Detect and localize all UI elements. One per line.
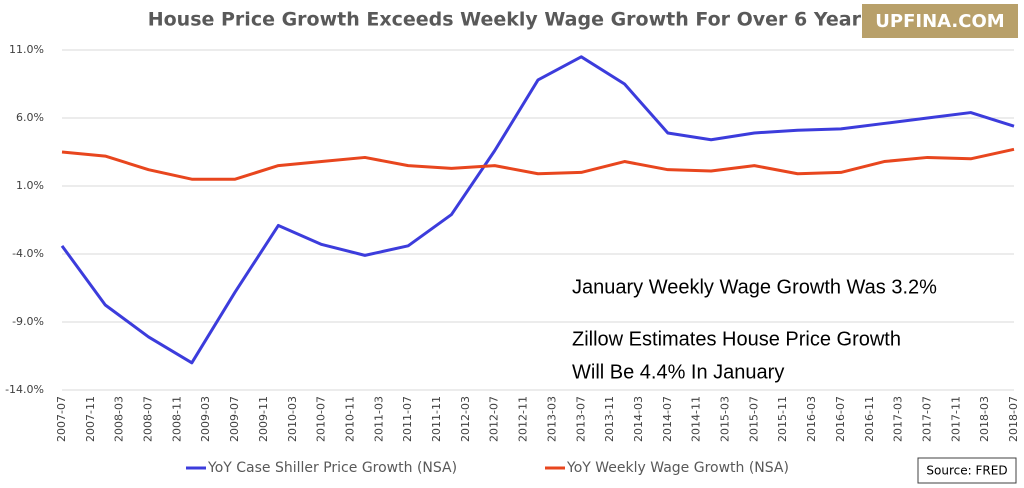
y-tick-label: -9.0%: [12, 315, 44, 328]
chart-title: House Price Growth Exceeds Weekly Wage G…: [148, 9, 873, 31]
y-tick-label: -4.0%: [12, 247, 44, 260]
x-tick-label: 2017-11: [949, 396, 962, 442]
y-tick-label: -14.0%: [5, 383, 44, 396]
x-tick-label: 2010-07: [315, 396, 328, 442]
x-tick-label: 2016-11: [863, 396, 876, 442]
x-tick-label: 2017-07: [920, 396, 933, 442]
x-tick-label: 2010-03: [286, 396, 299, 442]
x-tick-label: 2008-03: [113, 396, 126, 442]
x-tick-label: 2008-11: [170, 396, 183, 442]
x-tick-label: 2013-03: [545, 396, 558, 442]
legend-label: YoY Weekly Wage Growth (NSA): [566, 460, 789, 476]
y-tick-label: 11.0%: [9, 43, 44, 56]
annotation: Zillow Estimates House Price Growth: [572, 328, 901, 350]
y-tick-label: 6.0%: [16, 111, 44, 124]
x-tick-label: 2011-07: [401, 396, 414, 442]
x-tick-label: 2018-07: [1007, 396, 1020, 442]
x-tick-label: 2014-03: [632, 396, 645, 442]
x-tick-label: 2013-07: [574, 396, 587, 442]
x-tick-label: 2014-11: [690, 396, 703, 442]
x-tick-label: 2011-03: [372, 396, 385, 442]
x-tick-label: 2007-11: [84, 396, 97, 442]
x-tick-label: 2015-11: [776, 396, 789, 442]
series-line: [61, 147, 1015, 181]
source-box: [917, 457, 1017, 484]
x-tick-label: 2009-07: [228, 396, 241, 442]
x-tick-label: 2016-03: [805, 396, 818, 442]
badge: UPFINA.COM: [875, 11, 1004, 32]
x-tick-label: 2018-03: [978, 396, 991, 442]
badge-bg: [862, 4, 1018, 38]
x-tick-label: 2009-11: [257, 396, 270, 442]
x-tick-label: 2012-07: [488, 396, 501, 442]
series-line: [60, 55, 1015, 365]
x-tick-label: 2010-11: [343, 396, 356, 442]
source: Source: FRED: [926, 464, 1007, 478]
x-tick-label: 2012-11: [517, 396, 530, 442]
x-tick-label: 2017-03: [892, 396, 905, 442]
x-tick-label: 2016-07: [834, 396, 847, 442]
x-tick-label: 2013-11: [603, 396, 616, 442]
x-tick-label: 2008-07: [142, 396, 155, 442]
x-tick-label: 2015-03: [719, 396, 732, 442]
x-tick-label: 2014-07: [661, 396, 674, 442]
y-tick-label: 1.0%: [16, 179, 44, 192]
annotation: Will Be 4.4% In January: [572, 361, 784, 383]
x-tick-label: 2009-03: [199, 396, 212, 442]
legend-label: YoY Case Shiller Price Growth (NSA): [207, 460, 457, 476]
x-tick-label: 2015-07: [747, 396, 760, 442]
x-tick-label: 2011-11: [430, 396, 443, 442]
x-tick-label: 2007-07: [55, 396, 68, 442]
annotation: January Weekly Wage Growth Was 3.2%: [572, 276, 937, 298]
x-tick-label: 2012-03: [459, 396, 472, 442]
